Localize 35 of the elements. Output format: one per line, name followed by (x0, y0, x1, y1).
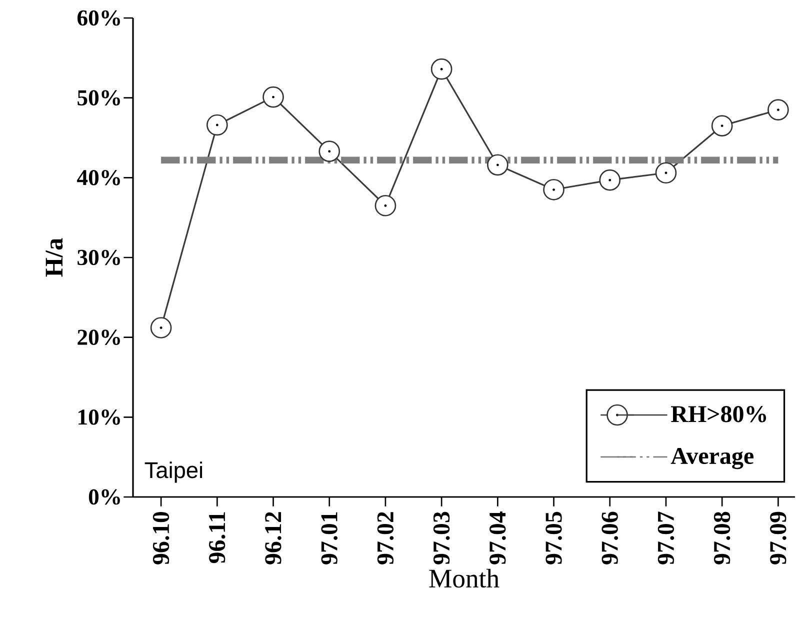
point (711, 115, 733, 136)
x-tick-label: 97.09 (770, 512, 786, 564)
y-tick-label: 20% (78, 330, 120, 346)
x-tick-label: 97.03 (433, 512, 450, 564)
x-tick-label: 97.05 (546, 512, 562, 564)
point (262, 86, 284, 108)
y-tick-label: 10% (78, 409, 120, 425)
x-axis-title: Month (429, 568, 500, 588)
annotation: Taipei (144, 462, 202, 483)
x-tick-label: 97.01 (321, 512, 338, 564)
x-tick-label: 96.11 (209, 512, 226, 564)
x-tick-label: 97.04 (490, 511, 506, 564)
point (150, 317, 172, 338)
x-tick-label: 97.02 (377, 512, 394, 564)
point (768, 99, 789, 120)
point (486, 154, 508, 176)
x-tick-label: 97.07 (658, 512, 674, 564)
y-tick-label: 50% (78, 90, 120, 106)
legend-label: Average (670, 448, 754, 470)
point (543, 178, 564, 200)
x-tick-label: 97.08 (714, 512, 730, 564)
x-tick-label: 96.10 (152, 512, 170, 564)
x-tick-label: 96.12 (265, 512, 282, 564)
point (599, 169, 621, 191)
y-tick-label: 30% (78, 250, 120, 266)
y-tick-label: 40% (77, 170, 120, 186)
point (374, 194, 396, 216)
y-axis-title: H/a (46, 238, 63, 277)
y-tick-label: 60% (78, 10, 120, 26)
x-tick-label: 97.06 (602, 512, 618, 564)
y-tick-label: 0% (88, 489, 120, 505)
point (318, 140, 340, 162)
legend-label: RH>80% (671, 406, 766, 422)
point (430, 58, 452, 80)
point (206, 114, 228, 136)
